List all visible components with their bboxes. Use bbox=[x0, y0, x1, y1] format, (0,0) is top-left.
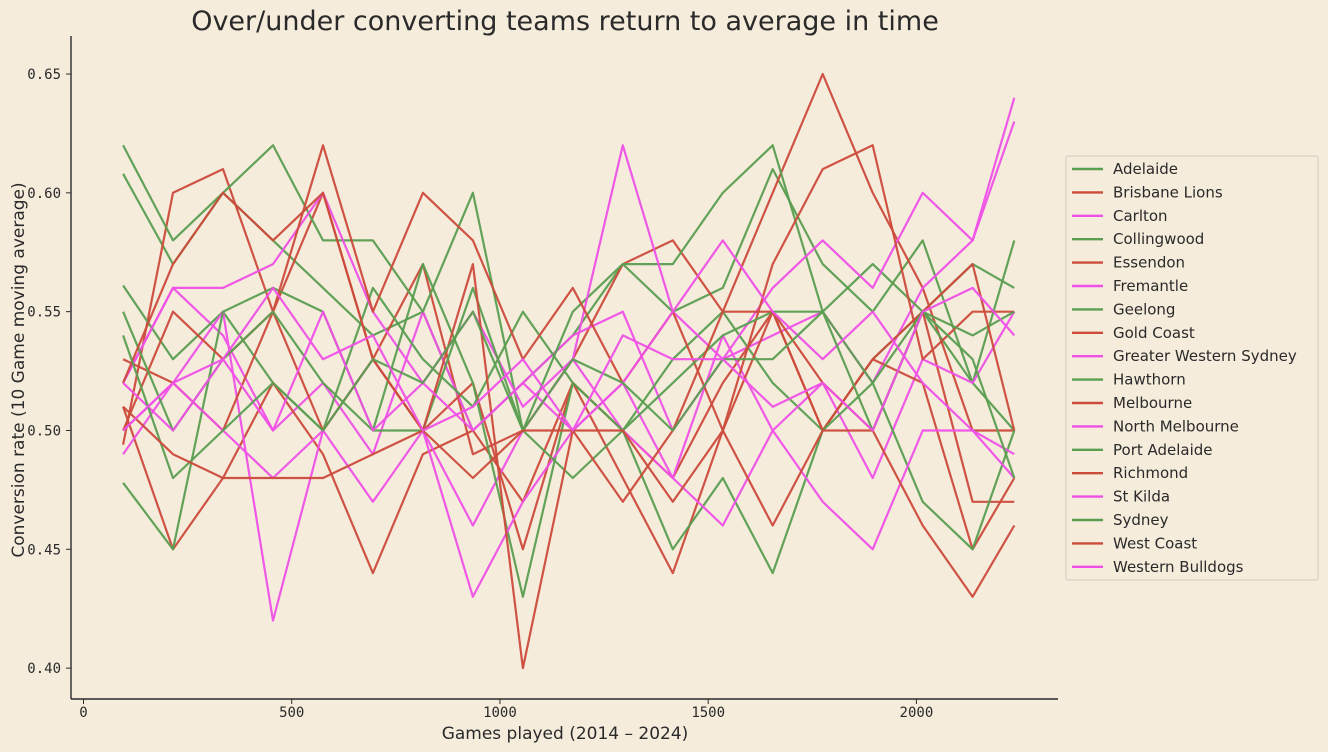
legend-label-essendon: Essendon bbox=[1113, 254, 1185, 272]
y-tick-label: 0.45 bbox=[27, 542, 61, 558]
y-tick-label: 0.50 bbox=[27, 423, 61, 439]
x-tick-label: 0 bbox=[79, 705, 87, 721]
legend-label-richmond: Richmond bbox=[1113, 464, 1188, 482]
legend: Adelaide Brisbane Lions Carlton Collingwood… bbox=[1065, 155, 1319, 581]
series-layer bbox=[122, 72, 1016, 670]
chart-title: Over/under converting teams return to av… bbox=[191, 6, 939, 37]
x-axis-label: Games played (2014 – 2024) bbox=[442, 724, 689, 744]
legend-label-gold-coast: Gold Coast bbox=[1113, 324, 1195, 342]
legend-label-geelong: Geelong bbox=[1113, 300, 1175, 318]
x-tick-label: 500 bbox=[279, 705, 304, 721]
legend-label-sydney: Sydney bbox=[1113, 511, 1169, 529]
legend-label-western-bulldogs: Western Bulldogs bbox=[1113, 558, 1244, 576]
legend-label-brisbane-lions: Brisbane Lions bbox=[1113, 183, 1223, 201]
series-line-western-bulldogs bbox=[122, 286, 1016, 432]
y-tick-label: 0.65 bbox=[27, 67, 61, 83]
legend-label-carlton: Carlton bbox=[1113, 207, 1168, 225]
legend-label-st-kilda: St Kilda bbox=[1113, 488, 1170, 506]
y-tick-label: 0.40 bbox=[27, 661, 61, 677]
legend-label-north-melbourne: North Melbourne bbox=[1113, 417, 1239, 435]
y-axis-label: Conversion rate (10 Game moving average) bbox=[9, 182, 29, 557]
legend-label-greater-western-sydney: Greater Western Sydney bbox=[1113, 347, 1297, 365]
legend-frame bbox=[1065, 155, 1319, 581]
legend-label-port-adelaide: Port Adelaide bbox=[1113, 441, 1213, 459]
legend-label-adelaide: Adelaide bbox=[1113, 160, 1178, 178]
y-tick-label: 0.55 bbox=[27, 305, 61, 321]
x-tick-label: 1500 bbox=[691, 705, 725, 721]
legend-label-west-coast: West Coast bbox=[1113, 534, 1197, 552]
y-tick-label: 0.60 bbox=[27, 186, 61, 202]
x-tick-label: 1000 bbox=[483, 705, 517, 721]
legend-label-collingwood: Collingwood bbox=[1113, 230, 1204, 248]
x-axis-ticks: 0 500 1000 1500 2000 bbox=[79, 699, 933, 721]
x-tick-label: 2000 bbox=[900, 705, 934, 721]
legend-label-melbourne: Melbourne bbox=[1113, 394, 1192, 412]
y-axis-ticks: 0.40 0.45 0.50 0.55 0.60 0.65 bbox=[27, 67, 71, 677]
legend-label-hawthorn: Hawthorn bbox=[1113, 371, 1186, 389]
legend-label-fremantle: Fremantle bbox=[1113, 277, 1188, 295]
series-line-port-adelaide bbox=[122, 286, 1015, 480]
series-line-geelong bbox=[122, 144, 1015, 432]
